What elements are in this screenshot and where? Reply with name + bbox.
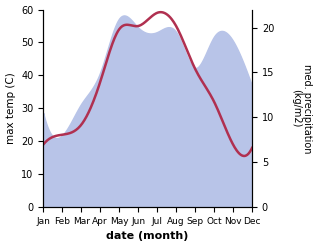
- Y-axis label: med. precipitation
(kg/m2): med. precipitation (kg/m2): [291, 64, 313, 153]
- Y-axis label: max temp (C): max temp (C): [5, 72, 16, 144]
- X-axis label: date (month): date (month): [107, 231, 189, 242]
